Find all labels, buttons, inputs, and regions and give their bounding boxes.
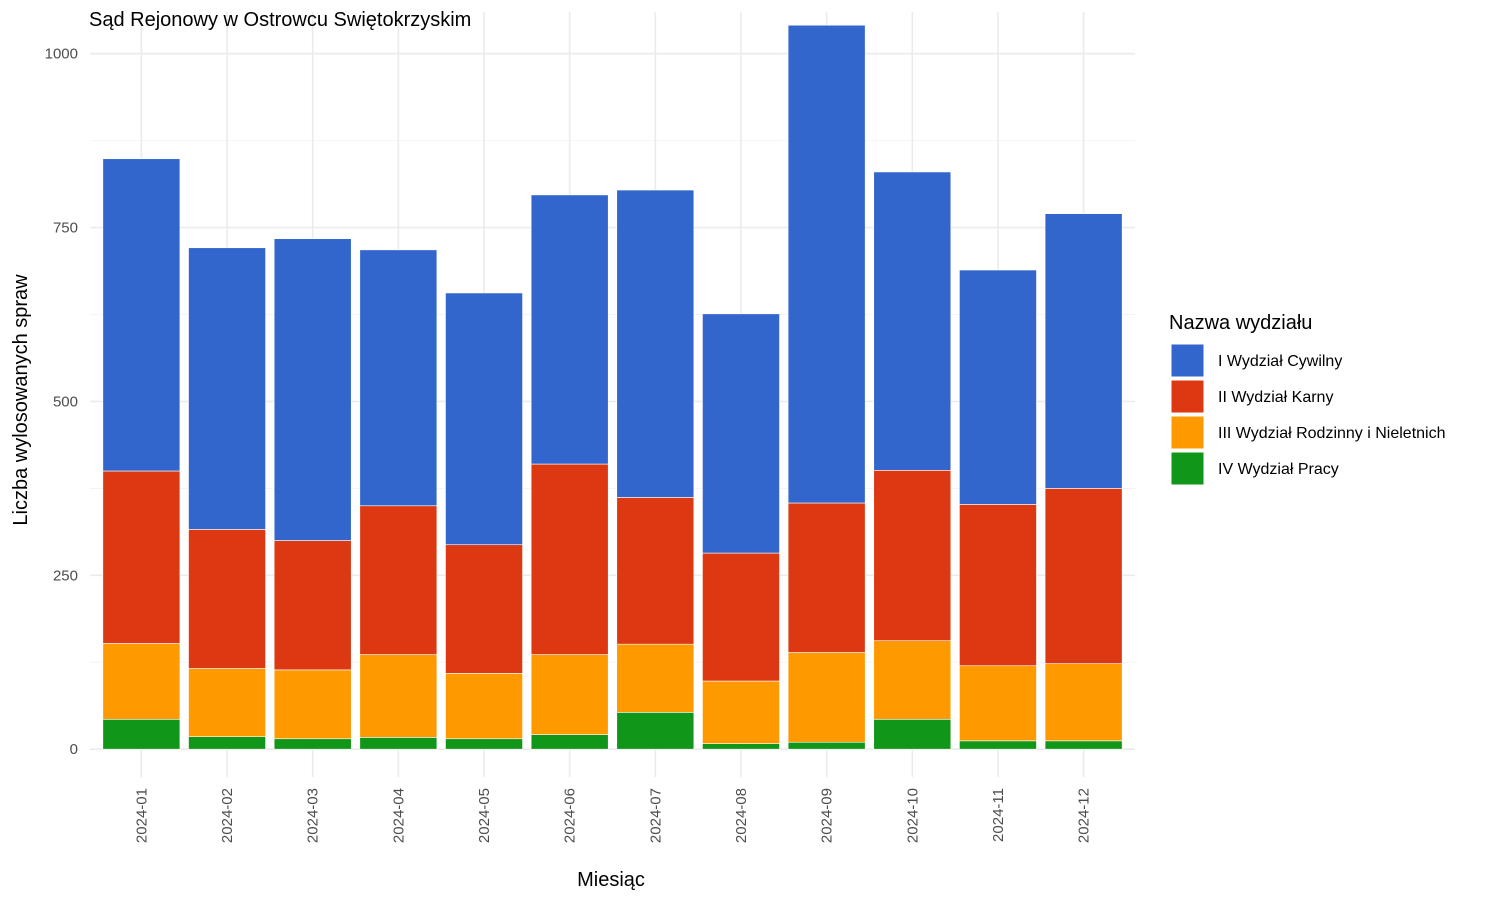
bar-segment: [359, 654, 438, 738]
bar-segment: [530, 194, 609, 465]
legend-key: [1170, 415, 1205, 450]
x-tick-label: 2024-10: [904, 788, 921, 843]
x-axis-title: Miesiąc: [577, 869, 645, 891]
bar-segment: [102, 470, 181, 644]
bar-segment: [787, 741, 866, 750]
bar-segment: [188, 247, 266, 530]
legend-label: IV Wydział Pracy: [1218, 461, 1339, 478]
bar-segment: [102, 643, 181, 720]
x-tick-label: 2024-05: [476, 788, 493, 843]
bar-segment: [102, 718, 181, 750]
bar-segment: [445, 292, 523, 546]
bar-segment: [273, 238, 352, 541]
bar-segment: [616, 643, 695, 713]
bar-segment: [188, 529, 266, 669]
x-tick-label: 2024-08: [733, 788, 750, 843]
x-tick-label: 2024-03: [305, 788, 322, 843]
bar-segment: [702, 552, 780, 682]
bar-segment: [273, 738, 352, 750]
bar-segment: [530, 654, 609, 735]
y-tick-label: 0: [70, 741, 78, 758]
bar-segment: [616, 497, 695, 645]
y-tick-label: 500: [53, 393, 78, 410]
bar-segment: [445, 673, 523, 740]
bar-segment: [188, 668, 266, 737]
legend-key: [1170, 343, 1205, 378]
bar-segment: [959, 740, 1037, 750]
bar-segment: [359, 249, 438, 507]
y-tick-label: 750: [53, 220, 78, 237]
bar-segment: [530, 734, 609, 750]
bar-segment: [1044, 663, 1123, 742]
bar-segment: [959, 504, 1037, 667]
bar-segment: [102, 158, 181, 472]
bar-segment: [873, 640, 952, 720]
legend-label: I Wydział Cywilny: [1218, 353, 1342, 370]
x-tick-label: 2024-12: [1076, 788, 1093, 843]
bar-segment: [959, 665, 1037, 742]
x-tick-label: 2024-01: [133, 788, 150, 843]
legend-label: II Wydział Karny: [1218, 389, 1333, 406]
bar-segment: [273, 540, 352, 671]
bar-segment: [873, 171, 952, 471]
x-tick-label: 2024-02: [219, 788, 236, 843]
legend-key: [1170, 451, 1205, 486]
bar-segment: [1044, 740, 1123, 750]
bars: [102, 24, 1123, 750]
bar-segment: [616, 189, 695, 498]
x-axis-ticks: 2024-01 2024-02 2024-03 2024-04 2024-05 2024-…: [133, 788, 1092, 843]
x-tick-label: 2024-11: [990, 788, 1007, 842]
legend-label: III Wydział Rodzinny i Nieletnich: [1218, 425, 1446, 442]
y-axis-ticks: 0 250 500 750 1000: [45, 46, 78, 758]
bar-segment: [359, 505, 438, 655]
bar-segment: [787, 652, 866, 743]
bar-segment: [1044, 488, 1123, 664]
y-tick-label: 1000: [45, 46, 78, 63]
x-tick-label: 2024-09: [819, 788, 836, 843]
bar-segment: [702, 743, 780, 750]
bar-segment: [445, 544, 523, 674]
bar-segment: [1044, 213, 1123, 489]
chart-title: Sąd Rejonowy w Ostrowcu Swiętokrzyskim: [89, 9, 471, 31]
bar-segment: [530, 463, 609, 655]
bar-segment: [873, 470, 952, 641]
x-tick-label: 2024-07: [647, 788, 664, 843]
legend-title: Nazwa wydziału: [1169, 312, 1312, 334]
bar-segment: [702, 680, 780, 744]
bar-segment: [702, 313, 780, 554]
bar-segment: [959, 269, 1037, 505]
bar-segment: [273, 669, 352, 740]
bar-segment: [873, 718, 952, 750]
bar-segment: [188, 736, 266, 750]
legend-key: [1170, 379, 1205, 414]
bar-segment: [787, 502, 866, 653]
legend: Nazwa wydziału I Wydział Cywilny II Wydzi…: [1169, 312, 1446, 486]
bar-segment: [787, 24, 866, 504]
y-tick-label: 250: [53, 567, 78, 584]
bar-segment: [445, 738, 523, 750]
y-axis-title: Liczba wylosowanych spraw: [10, 274, 32, 526]
x-tick-label: 2024-06: [562, 788, 579, 843]
bar-segment: [359, 737, 438, 750]
x-tick-label: 2024-04: [390, 788, 407, 843]
bar-segment: [616, 712, 695, 750]
